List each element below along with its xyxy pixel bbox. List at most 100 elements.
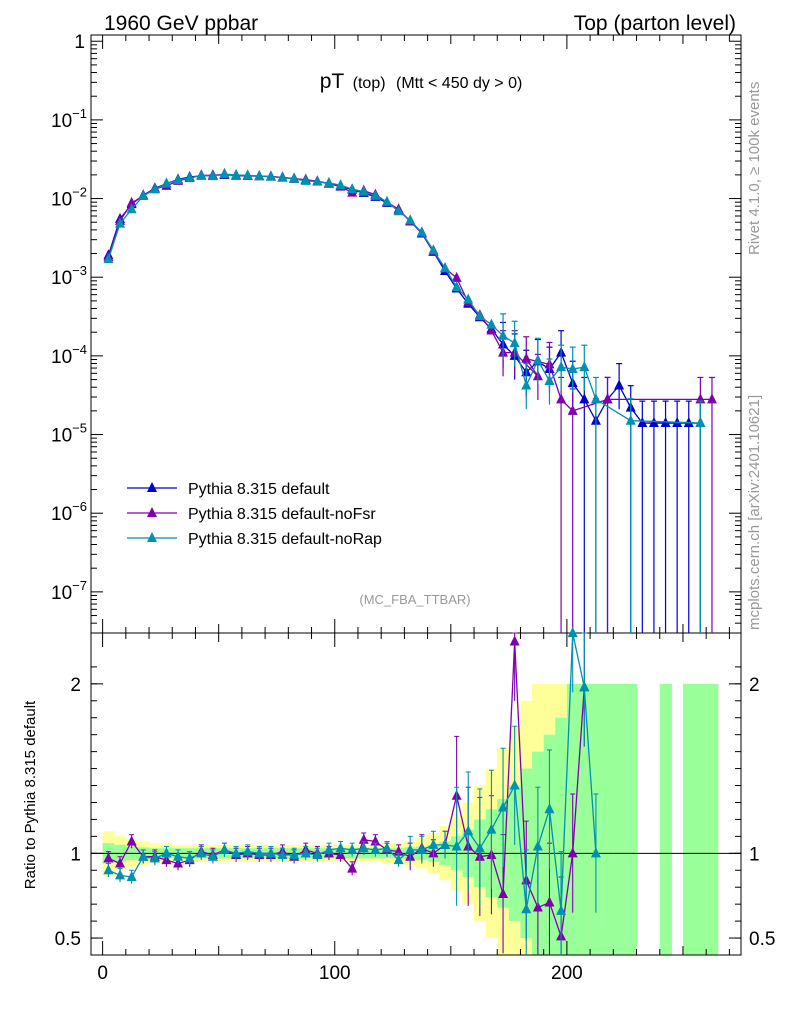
ratio-point: [138, 850, 149, 861]
data-point: [381, 195, 392, 206]
ratio-point: [277, 849, 288, 860]
data-point: [695, 417, 706, 428]
data-point: [567, 404, 578, 415]
band-green: [613, 683, 626, 955]
title-cut: (Mtt < 450 dy > 0): [396, 75, 522, 92]
y-tick-label: 10−7: [51, 578, 87, 604]
data-point: [474, 310, 485, 321]
ratio-tick-label-left: 2: [70, 675, 81, 696]
legend: Pythia 8.315 default Pythia 8.315 default…: [127, 481, 382, 548]
ratio-point: [242, 845, 253, 856]
data-point: [347, 183, 358, 194]
data-point: [509, 337, 520, 348]
data-point: [579, 393, 590, 404]
ratio-point: [509, 635, 520, 646]
data-point: [358, 185, 369, 196]
data-point: [556, 361, 567, 372]
y-tick-label: 10−6: [51, 499, 87, 525]
header-right: Top (parton level): [574, 12, 736, 35]
data-point: [265, 170, 276, 181]
ratio-tick-label-right: 2: [749, 675, 760, 696]
data-point: [219, 168, 230, 179]
ratio-point: [207, 850, 218, 861]
ratio-point: [126, 871, 137, 882]
ratio-point: [463, 825, 474, 836]
legend-marker: [147, 507, 157, 517]
side-text-top: Rivet 4.1.0, ≥ 100k events: [746, 82, 763, 255]
legend-marker: [147, 482, 157, 492]
x-tick-label: 100: [319, 963, 351, 984]
ratio-point: [451, 840, 462, 851]
ratio-point: [335, 842, 346, 853]
data-point: [115, 217, 126, 228]
ratio-point: [219, 843, 230, 854]
ratio-point: [115, 869, 126, 880]
data-point: [242, 169, 253, 180]
ratio-point: [440, 838, 451, 849]
data-point: [207, 170, 218, 181]
band-green: [624, 683, 638, 955]
ratio-point: [521, 903, 532, 914]
data-point: [312, 175, 323, 186]
data-point: [405, 214, 416, 225]
data-point: [416, 226, 427, 237]
data-point: [625, 414, 636, 425]
band-green: [682, 683, 696, 955]
data-point: [277, 171, 288, 182]
ratio-point: [393, 854, 404, 865]
ratio-point: [567, 847, 578, 858]
y-tick-label: 10−2: [51, 185, 87, 211]
ratio-point: [567, 627, 578, 637]
ratio-point: [358, 842, 369, 853]
series-1: [103, 168, 717, 633]
ratio-tick-label-right: 0.5: [749, 929, 775, 950]
band-green: [706, 683, 719, 955]
data-point: [637, 417, 648, 428]
data-point: [126, 203, 137, 214]
y-tick-label: 10−5: [51, 421, 87, 447]
ratio-tick-label-right: 1: [749, 844, 760, 865]
data-point: [451, 281, 462, 292]
data-point: [428, 244, 439, 255]
ratio-point: [300, 847, 311, 858]
ratio-point: [532, 840, 543, 851]
data-point: [602, 393, 613, 404]
data-point: [486, 318, 497, 329]
y-tick-label: 10−1: [51, 106, 87, 132]
data-point: [196, 169, 207, 180]
data-point: [706, 393, 717, 404]
band-green: [578, 683, 591, 955]
data-point: [521, 379, 532, 390]
header-left: 1960 GeV ppbar: [104, 12, 258, 35]
data-point: [567, 363, 578, 374]
ratio-tick-label-left: 0.5: [55, 929, 81, 950]
y-tick-label: 10−4: [51, 342, 87, 368]
legend-label: Pythia 8.315 default-noRap: [188, 531, 382, 548]
data-point: [440, 262, 451, 273]
data-point: [254, 170, 265, 181]
ratio-point: [544, 803, 555, 814]
legend-label: Pythia 8.315 default-noFsr: [188, 506, 376, 523]
ratio-ylabel: Ratio to Pythia 8.315 default: [22, 700, 39, 889]
title-sub: (top): [353, 75, 386, 92]
ratio-point: [103, 864, 114, 875]
ratio-point: [312, 849, 323, 860]
data-point: [521, 352, 532, 363]
data-point: [184, 171, 195, 182]
chart-title: pT (top) (Mtt < 450 dy > 0): [320, 70, 523, 93]
ratio-point: [498, 801, 509, 812]
ratio-point: [416, 843, 427, 854]
ratio-point: [231, 847, 242, 858]
ratio-point: [265, 847, 276, 858]
data-point: [614, 379, 625, 390]
data-point: [393, 205, 404, 216]
data-point: [323, 176, 334, 187]
y-tick-label: 10−3: [51, 263, 87, 289]
ratio-point: [126, 835, 137, 846]
ratio-point: [196, 847, 207, 858]
ratio-series: [103, 627, 601, 955]
ratio-point: [161, 847, 172, 858]
ratio-point: [347, 862, 358, 873]
x-tick-label: 0: [97, 963, 108, 984]
data-point: [370, 189, 381, 200]
